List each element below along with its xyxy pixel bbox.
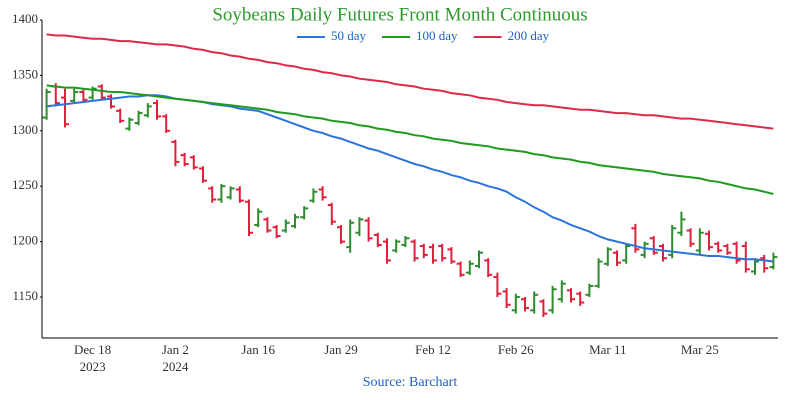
x-tick-label: Jan 16 bbox=[241, 342, 275, 357]
x-tick-sublabel: 2024 bbox=[162, 359, 189, 374]
x-tick-label: Jan 29 bbox=[324, 342, 358, 357]
chart-title: Soybeans Daily Futures Front Month Conti… bbox=[212, 4, 587, 25]
x-tick-label: Mar 11 bbox=[589, 342, 626, 357]
y-tick-label: 1200 bbox=[12, 233, 38, 248]
legend-label: 200 day bbox=[508, 28, 550, 43]
x-tick-label: Jan 2 bbox=[162, 342, 189, 357]
source-note: Source: Barchart bbox=[363, 375, 458, 390]
x-tick-sublabel: 2023 bbox=[80, 359, 106, 374]
y-tick-label: 1150 bbox=[12, 288, 38, 303]
y-tick-label: 1300 bbox=[12, 122, 38, 137]
y-tick-label: 1350 bbox=[12, 66, 38, 81]
moving-average-line bbox=[46, 33, 774, 130]
x-tick-label: Feb 12 bbox=[415, 342, 451, 357]
legend-label: 100 day bbox=[416, 28, 458, 43]
x-tick-label: Feb 26 bbox=[498, 342, 534, 357]
moving-average-line bbox=[46, 94, 774, 263]
x-tick-label: Dec 18 bbox=[74, 342, 111, 357]
x-tick-label: Mar 25 bbox=[681, 342, 719, 357]
y-tick-label: 1400 bbox=[12, 11, 38, 26]
moving-average-line bbox=[46, 84, 774, 195]
y-tick-label: 1250 bbox=[12, 177, 38, 192]
legend-label: 50 day bbox=[331, 28, 367, 43]
